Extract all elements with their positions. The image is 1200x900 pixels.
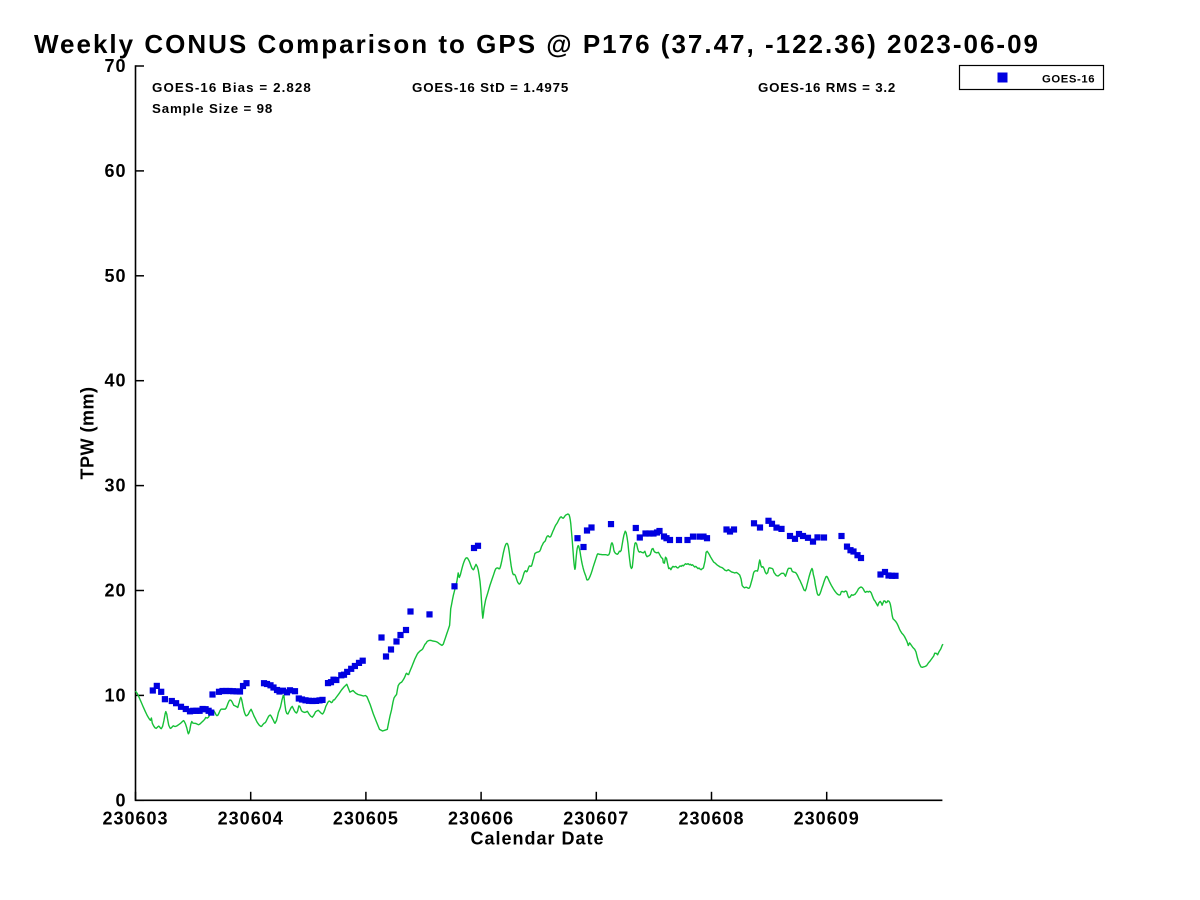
svg-text:230603: 230603	[102, 808, 168, 828]
svg-text:70: 70	[104, 56, 126, 76]
svg-text:230605: 230605	[333, 808, 399, 828]
svg-text:GOES-16 StD = 1.4975: GOES-16 StD = 1.4975	[412, 80, 569, 95]
svg-text:Calendar Date: Calendar Date	[470, 829, 604, 849]
svg-text:0: 0	[115, 790, 126, 810]
svg-text:Weekly CONUS Comparison to GPS: Weekly CONUS Comparison to GPS @ P176 (3…	[34, 29, 1040, 59]
svg-text:Sample Size = 98: Sample Size = 98	[152, 101, 273, 116]
svg-text:GOES-16: GOES-16	[1042, 73, 1095, 85]
svg-text:20: 20	[104, 581, 126, 601]
svg-text:230606: 230606	[448, 808, 514, 828]
svg-text:30: 30	[104, 476, 126, 496]
svg-text:GOES-16 Bias = 2.828: GOES-16 Bias = 2.828	[152, 80, 312, 95]
svg-text:230608: 230608	[678, 808, 744, 828]
svg-text:40: 40	[104, 371, 126, 391]
svg-text:50: 50	[104, 266, 126, 286]
svg-text:230604: 230604	[218, 808, 284, 828]
svg-text:230607: 230607	[563, 808, 629, 828]
svg-text:GOES-16 RMS = 3.2: GOES-16 RMS = 3.2	[758, 80, 896, 95]
svg-text:10: 10	[104, 685, 126, 705]
svg-text:TPW (mm): TPW (mm)	[78, 387, 98, 480]
svg-text:230609: 230609	[794, 808, 860, 828]
svg-text:60: 60	[104, 161, 126, 181]
